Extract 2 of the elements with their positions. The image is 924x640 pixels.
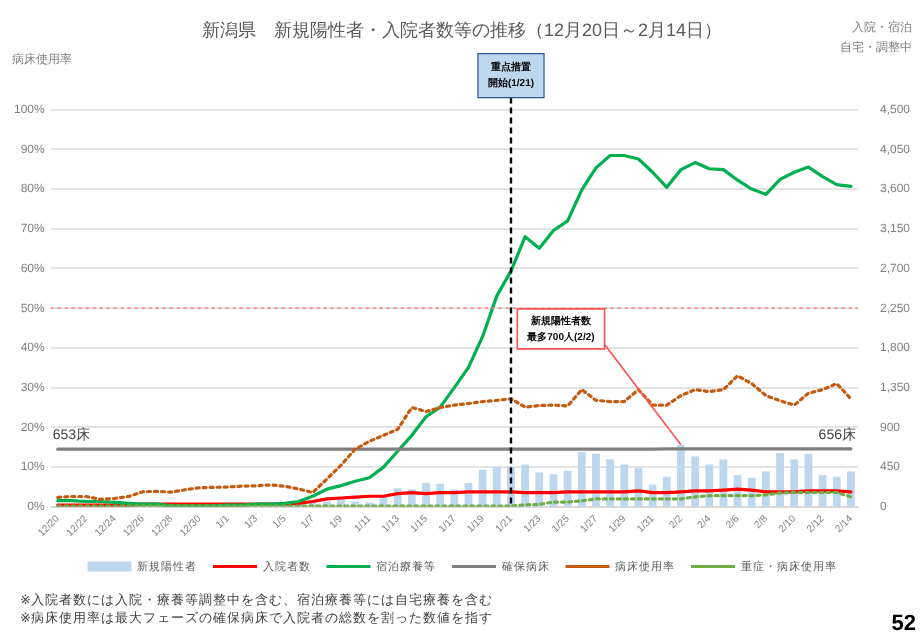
- text: 52: [891, 612, 916, 637]
- chart-title: 新潟県 新規陽性者・入院者数等の推移（12月20日～2月14日）: [201, 19, 723, 40]
